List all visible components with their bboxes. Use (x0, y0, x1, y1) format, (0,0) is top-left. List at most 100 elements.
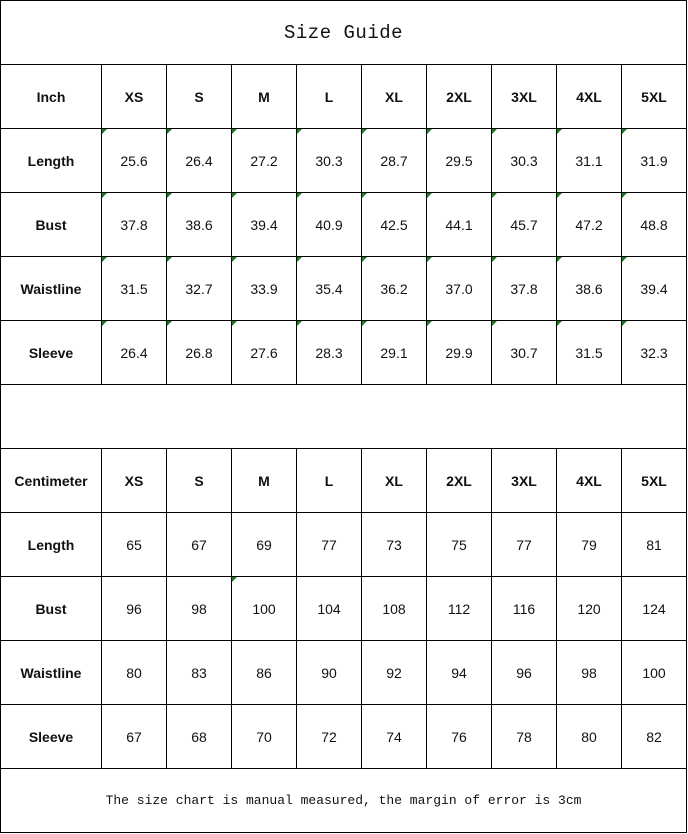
spacer-row (0, 384, 688, 449)
measurement-cell: 38.6 (166, 192, 232, 257)
measurement-cell: 48.8 (620, 192, 688, 257)
measurement-cell: 47.2 (556, 192, 622, 257)
table-row: Waistline 31.5 32.7 33.9 35.4 36.2 37.0 37.8 38.… (0, 256, 688, 321)
table-row: Sleeve 26.4 26.8 27.6 28.3 29.1 29.9 30.7 31.5 32… (0, 320, 688, 385)
measurement-label: Bust (0, 192, 102, 257)
size-header-3xl: 3XL (491, 64, 557, 129)
size-header-xs: XS (101, 448, 167, 513)
table-row: Waistline 80 83 86 90 92 94 96 98 100 (0, 640, 688, 705)
measurement-cell: 116 (491, 576, 557, 641)
measurement-cell: 92 (361, 640, 427, 705)
size-header-s: S (166, 64, 232, 129)
measurement-cell: 86 (231, 640, 297, 705)
measurement-cell: 94 (426, 640, 492, 705)
table-row: Bust 96 98 100 104 108 112 116 120 124 (0, 576, 688, 641)
note-row: The size chart is manual measured, the m… (0, 768, 688, 833)
measurement-cell: 26.4 (166, 128, 232, 193)
measurement-cell: 100 (620, 640, 688, 705)
measurement-label: Sleeve (0, 320, 102, 385)
measurement-cell: 108 (361, 576, 427, 641)
measurement-cell: 36.2 (361, 256, 427, 321)
measurement-cell: 73 (361, 512, 427, 577)
table-row: Sleeve 67 68 70 72 74 76 78 80 82 (0, 704, 688, 769)
measurement-cell: 30.3 (296, 128, 362, 193)
measurement-cell: 42.5 (361, 192, 427, 257)
size-header-4xl: 4XL (556, 64, 622, 129)
size-header-5xl: 5XL (620, 448, 688, 513)
measurement-cell: 79 (556, 512, 622, 577)
measurement-cell: 76 (426, 704, 492, 769)
table-row: Bust 37.8 38.6 39.4 40.9 42.5 44.1 45.7 47.2 48.8 (0, 192, 688, 257)
measurement-cell: 72 (296, 704, 362, 769)
measurement-cell: 96 (491, 640, 557, 705)
measurement-cell: 29.1 (361, 320, 427, 385)
measurement-cell: 37.8 (491, 256, 557, 321)
measurement-cell: 40.9 (296, 192, 362, 257)
measurement-cell: 70 (231, 704, 297, 769)
size-header-2xl: 2XL (426, 64, 492, 129)
inch-header-row: Inch XS S M L XL 2XL 3XL 4XL 5XL (0, 64, 688, 129)
measurement-cell: 30.7 (491, 320, 557, 385)
size-header-l: L (296, 448, 362, 513)
measurement-cell: 32.3 (620, 320, 688, 385)
measurement-note: The size chart is manual measured, the m… (0, 768, 688, 833)
measurement-cell: 120 (556, 576, 622, 641)
measurement-cell: 29.5 (426, 128, 492, 193)
measurement-cell: 28.3 (296, 320, 362, 385)
measurement-cell: 112 (426, 576, 492, 641)
measurement-label: Bust (0, 576, 102, 641)
measurement-cell: 104 (296, 576, 362, 641)
measurement-label: Waistline (0, 640, 102, 705)
measurement-cell: 39.4 (231, 192, 297, 257)
size-header-xl: XL (361, 448, 427, 513)
size-header-3xl: 3XL (491, 448, 557, 513)
measurement-cell: 124 (620, 576, 688, 641)
measurement-cell: 67 (166, 512, 232, 577)
unit-label: Inch (0, 64, 102, 129)
measurement-cell: 28.7 (361, 128, 427, 193)
measurement-cell: 45.7 (491, 192, 557, 257)
measurement-label: Sleeve (0, 704, 102, 769)
size-header-l: L (296, 64, 362, 129)
measurement-cell: 31.5 (556, 320, 622, 385)
measurement-cell: 27.6 (231, 320, 297, 385)
measurement-cell: 27.2 (231, 128, 297, 193)
measurement-cell: 37.8 (101, 192, 167, 257)
measurement-cell: 69 (231, 512, 297, 577)
measurement-cell: 96 (101, 576, 167, 641)
size-header-m: M (231, 448, 297, 513)
measurement-cell: 30.3 (491, 128, 557, 193)
measurement-label: Waistline (0, 256, 102, 321)
measurement-cell: 65 (101, 512, 167, 577)
measurement-cell: 90 (296, 640, 362, 705)
size-header-s: S (166, 448, 232, 513)
blank-row (0, 384, 688, 449)
measurement-label: Length (0, 512, 102, 577)
measurement-cell: 31.9 (620, 128, 688, 193)
measurement-cell: 82 (620, 704, 688, 769)
measurement-cell: 75 (426, 512, 492, 577)
measurement-cell: 37.0 (426, 256, 492, 321)
table-row: Length 25.6 26.4 27.2 30.3 28.7 29.5 30.3 31.1 31… (0, 128, 688, 193)
measurement-cell: 81 (620, 512, 688, 577)
measurement-cell: 38.6 (556, 256, 622, 321)
measurement-cell: 25.6 (101, 128, 167, 193)
measurement-cell: 77 (296, 512, 362, 577)
measurement-cell: 44.1 (426, 192, 492, 257)
size-header-5xl: 5XL (620, 64, 688, 129)
page-title: Size Guide (0, 0, 688, 65)
measurement-cell: 80 (101, 640, 167, 705)
measurement-label: Length (0, 128, 102, 193)
measurement-cell: 67 (101, 704, 167, 769)
measurement-cell: 78 (491, 704, 557, 769)
measurement-cell: 26.8 (166, 320, 232, 385)
size-header-xl: XL (361, 64, 427, 129)
measurement-cell: 98 (166, 576, 232, 641)
measurement-cell: 32.7 (166, 256, 232, 321)
measurement-cell: 31.1 (556, 128, 622, 193)
measurement-cell: 68 (166, 704, 232, 769)
measurement-cell: 31.5 (101, 256, 167, 321)
measurement-cell: 100 (231, 576, 297, 641)
measurement-cell: 80 (556, 704, 622, 769)
measurement-cell: 77 (491, 512, 557, 577)
